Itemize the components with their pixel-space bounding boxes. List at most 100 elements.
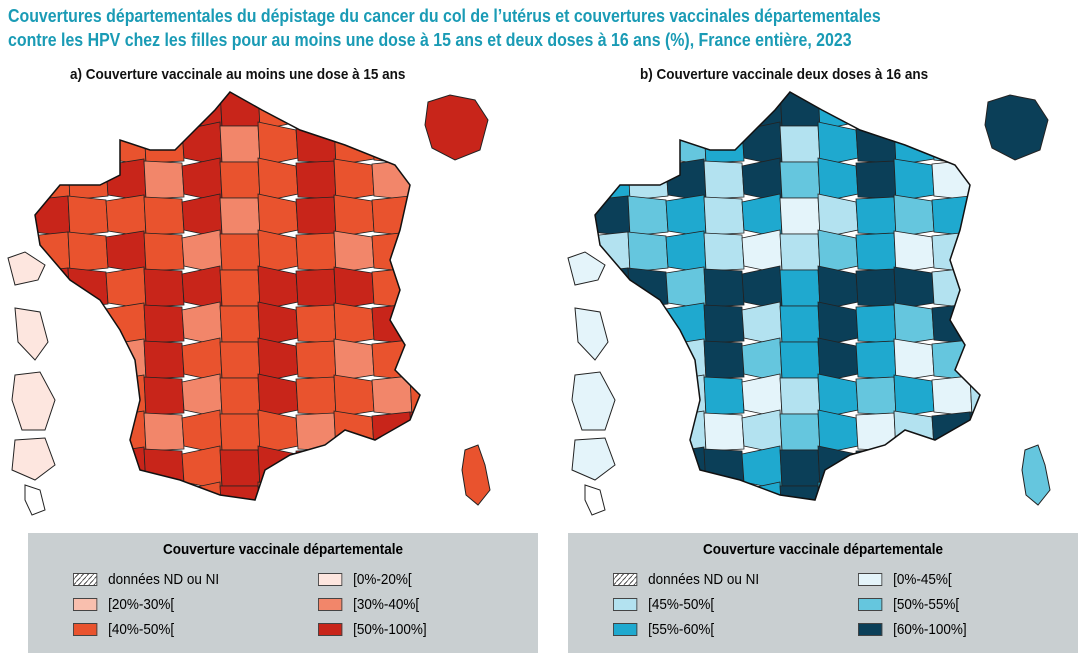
- legend-item: [50%-55%[: [858, 596, 959, 613]
- department: [779, 161, 821, 199]
- department: [219, 125, 261, 163]
- department: [779, 485, 821, 500]
- department: [627, 231, 669, 273]
- department: [105, 338, 147, 382]
- department: [257, 445, 299, 491]
- department: [627, 447, 669, 489]
- department: [333, 92, 375, 130]
- department: [779, 92, 821, 127]
- legend-swatch: [858, 623, 883, 636]
- department: [143, 484, 185, 500]
- legend-item: [30%-40%[: [318, 596, 419, 613]
- department: [665, 410, 707, 454]
- department: [779, 269, 821, 307]
- department: [627, 339, 669, 381]
- department: [219, 197, 261, 235]
- map-b-subtitle: b) Couverture vaccinale deux doses à 16 …: [640, 66, 929, 83]
- department: [779, 449, 821, 487]
- department: [105, 158, 147, 202]
- department: [703, 124, 745, 164]
- department: [855, 232, 897, 272]
- department: [595, 159, 631, 201]
- martinique: [14, 307, 49, 361]
- department: [893, 230, 935, 274]
- department: [35, 92, 71, 129]
- department: [627, 92, 669, 129]
- legend-label: données ND ou NI: [648, 571, 760, 588]
- mayotte: [584, 484, 606, 516]
- department: [893, 338, 935, 382]
- department: [855, 268, 897, 308]
- department: [295, 92, 337, 128]
- department: [893, 92, 935, 130]
- martinique: [574, 307, 609, 361]
- france-outline: [34, 91, 421, 501]
- department: [295, 448, 337, 488]
- department: [665, 194, 707, 238]
- department: [67, 339, 109, 381]
- department: [409, 375, 420, 417]
- department: [703, 268, 745, 308]
- legend-label: [20%-30%[: [108, 596, 175, 613]
- department: [665, 92, 707, 130]
- department: [371, 339, 413, 381]
- department: [969, 231, 980, 273]
- legend-swatch: [73, 623, 98, 636]
- legend-item: [40%-50%[: [73, 621, 174, 638]
- figure-title: Couvertures départementales du dépistage…: [8, 4, 881, 52]
- title-line-2: contre les HPV chez les filles pour au m…: [8, 29, 852, 50]
- department: [371, 92, 413, 129]
- department: [855, 160, 897, 200]
- legend-swatch: [318, 598, 343, 611]
- corsica: [461, 444, 491, 506]
- legend-label: [40%-50%[: [108, 621, 175, 638]
- legend-a: Couverture vaccinale départementale donné…: [28, 533, 538, 653]
- department: [219, 377, 261, 415]
- legend-label: [50%-55%[: [893, 596, 960, 613]
- department: [333, 230, 375, 274]
- legend-label: données ND ou NI: [108, 571, 220, 588]
- department: [931, 483, 973, 500]
- legend-swatch: [858, 573, 883, 586]
- department: [703, 448, 745, 488]
- department: [105, 194, 147, 238]
- department: [219, 269, 261, 307]
- department: [219, 161, 261, 199]
- department: [855, 484, 897, 500]
- department: [855, 448, 897, 488]
- legend-swatch: [613, 598, 638, 611]
- department: [409, 195, 420, 237]
- legend-label: [30%-40%[: [353, 596, 420, 613]
- department: [105, 92, 147, 130]
- department: [371, 447, 413, 489]
- legend-swatch: [613, 623, 638, 636]
- ile-de-france-inset: [424, 94, 489, 161]
- department: [703, 412, 745, 452]
- map-a-france-departments: [7, 91, 491, 516]
- department: [893, 194, 935, 238]
- department: [67, 411, 109, 453]
- legend-label: [60%-100%]: [893, 621, 967, 638]
- title-line-1: Couvertures départementales du dépistage…: [8, 5, 881, 26]
- legend-swatch: [73, 573, 98, 586]
- legend-item: [45%-50%[: [613, 596, 714, 613]
- department: [893, 446, 935, 490]
- department: [409, 411, 420, 453]
- department: [665, 122, 707, 166]
- legend-item: [0%-20%[: [318, 571, 412, 588]
- department: [295, 160, 337, 200]
- department: [855, 196, 897, 236]
- department: [409, 267, 420, 309]
- department: [295, 304, 337, 344]
- department: [67, 447, 109, 489]
- legend-label: [55%-60%[: [648, 621, 715, 638]
- department: [595, 123, 631, 165]
- map-b-france-departments: [567, 91, 1051, 516]
- legend-b: Couverture vaccinale départementale donné…: [568, 533, 1078, 653]
- map-a-subtitle: a) Couverture vaccinale au moins une dos…: [70, 66, 406, 83]
- legend-item: [0%-45%[: [858, 571, 952, 588]
- legend-item: données ND ou NI: [613, 571, 759, 588]
- legend-item: [60%-100%]: [858, 621, 967, 638]
- department: [665, 482, 707, 500]
- department: [295, 484, 337, 500]
